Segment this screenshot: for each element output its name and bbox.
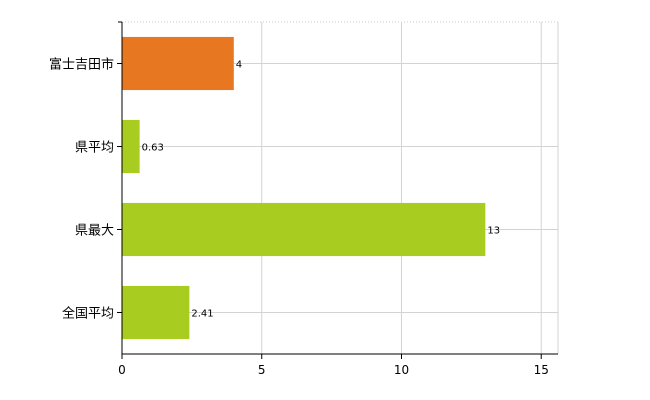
axes: [117, 21, 558, 359]
data-label: 0.63: [142, 143, 164, 154]
category-label: 県平均: [75, 141, 114, 156]
x-tick-label: 10: [394, 363, 409, 377]
bar: [122, 119, 140, 174]
x-tick-label: 15: [534, 363, 549, 377]
x-tick-label: 0: [118, 363, 126, 377]
bars: [122, 36, 486, 340]
labels: 4 富士吉田市 0.63 県平均 13 県最大 2.41 全国平均 0 5 10 15: [49, 57, 549, 378]
bar: [122, 285, 190, 340]
data-label: 2.41: [191, 309, 213, 320]
data-label: 4: [236, 60, 242, 71]
x-tick-label: 5: [258, 363, 266, 377]
bar: [122, 36, 234, 91]
category-label: 全国平均: [62, 306, 114, 322]
data-label: 13: [487, 226, 500, 237]
category-label: 富士吉田市: [49, 57, 114, 73]
bar: [122, 202, 486, 257]
gridlines: [122, 21, 559, 354]
category-label: 県最大: [75, 224, 114, 239]
